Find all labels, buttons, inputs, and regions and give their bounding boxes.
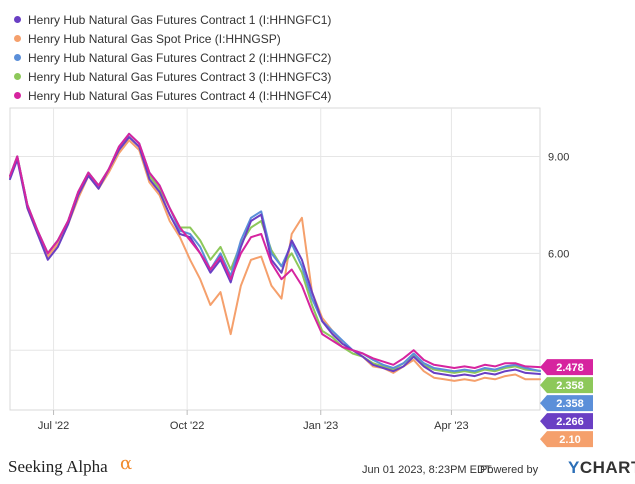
series-line	[9, 132, 541, 369]
legend-label: Henry Hub Natural Gas Futures Contract 3…	[28, 69, 332, 84]
y-tick-label: 6.00	[548, 248, 569, 260]
brand-name: Seeking Alpha	[8, 457, 108, 476]
alpha-icon: α	[120, 453, 133, 474]
legend-dot	[14, 54, 21, 61]
value-label-bg	[540, 377, 593, 394]
legend-item[interactable]: Henry Hub Natural Gas Futures Contract 4…	[14, 86, 331, 105]
value-label: 2.358	[556, 380, 584, 392]
legend-label: Henry Hub Natural Gas Futures Contract 4…	[28, 88, 332, 103]
footer: Seeking Alpha α Jun 01 2023, 8:23PM EDT.…	[0, 452, 635, 484]
legend-dot	[14, 92, 21, 99]
legend-label: Henry Hub Natural Gas Futures Contract 2…	[28, 50, 332, 65]
legend-item[interactable]: Henry Hub Natural Gas Futures Contract 1…	[14, 10, 331, 29]
value-label: 2.358	[556, 398, 584, 410]
timestamp: Jun 01 2023, 8:23PM EDT.	[362, 464, 494, 476]
x-tick-label: Jul '22	[38, 420, 69, 432]
ycharts-y: Y	[568, 458, 580, 477]
seeking-alpha-logo[interactable]: Seeking Alpha α	[8, 453, 132, 477]
legend: Henry Hub Natural Gas Futures Contract 1…	[14, 10, 331, 105]
x-tick-label: Jan '23	[303, 420, 338, 432]
ycharts-rest: CHARTS	[579, 458, 635, 477]
value-label: 2.478	[556, 362, 584, 374]
powered-by-label: Powered by	[480, 464, 539, 476]
legend-item[interactable]: Henry Hub Natural Gas Futures Contract 2…	[14, 48, 331, 67]
legend-item[interactable]: Henry Hub Natural Gas Spot Price (I:HHNG…	[14, 29, 331, 48]
value-label-bg	[540, 413, 593, 430]
line-chart: 6.00 9.00 Jul '22 Oct '22 Jan '23 Apr '23 2.47…	[9, 107, 593, 448]
legend-label: Henry Hub Natural Gas Futures Contract 1…	[28, 12, 332, 27]
value-label-bg	[540, 395, 593, 412]
x-tick-label: Apr '23	[434, 420, 469, 432]
ycharts-logo[interactable]: YCHARTS	[568, 458, 635, 478]
series-line	[9, 136, 541, 378]
legend-item[interactable]: Henry Hub Natural Gas Futures Contract 3…	[14, 67, 331, 86]
legend-label: Henry Hub Natural Gas Spot Price (I:HHNG…	[28, 31, 281, 46]
legend-dot	[14, 35, 21, 42]
x-tick-label: Oct '22	[170, 420, 205, 432]
value-label: 2.10	[559, 434, 580, 446]
value-label-bg	[540, 431, 593, 448]
legend-dot	[14, 73, 21, 80]
value-label: 2.266	[556, 416, 584, 428]
y-tick-label: 9.00	[548, 151, 569, 163]
value-label-bg	[540, 359, 593, 376]
legend-dot	[14, 16, 21, 23]
